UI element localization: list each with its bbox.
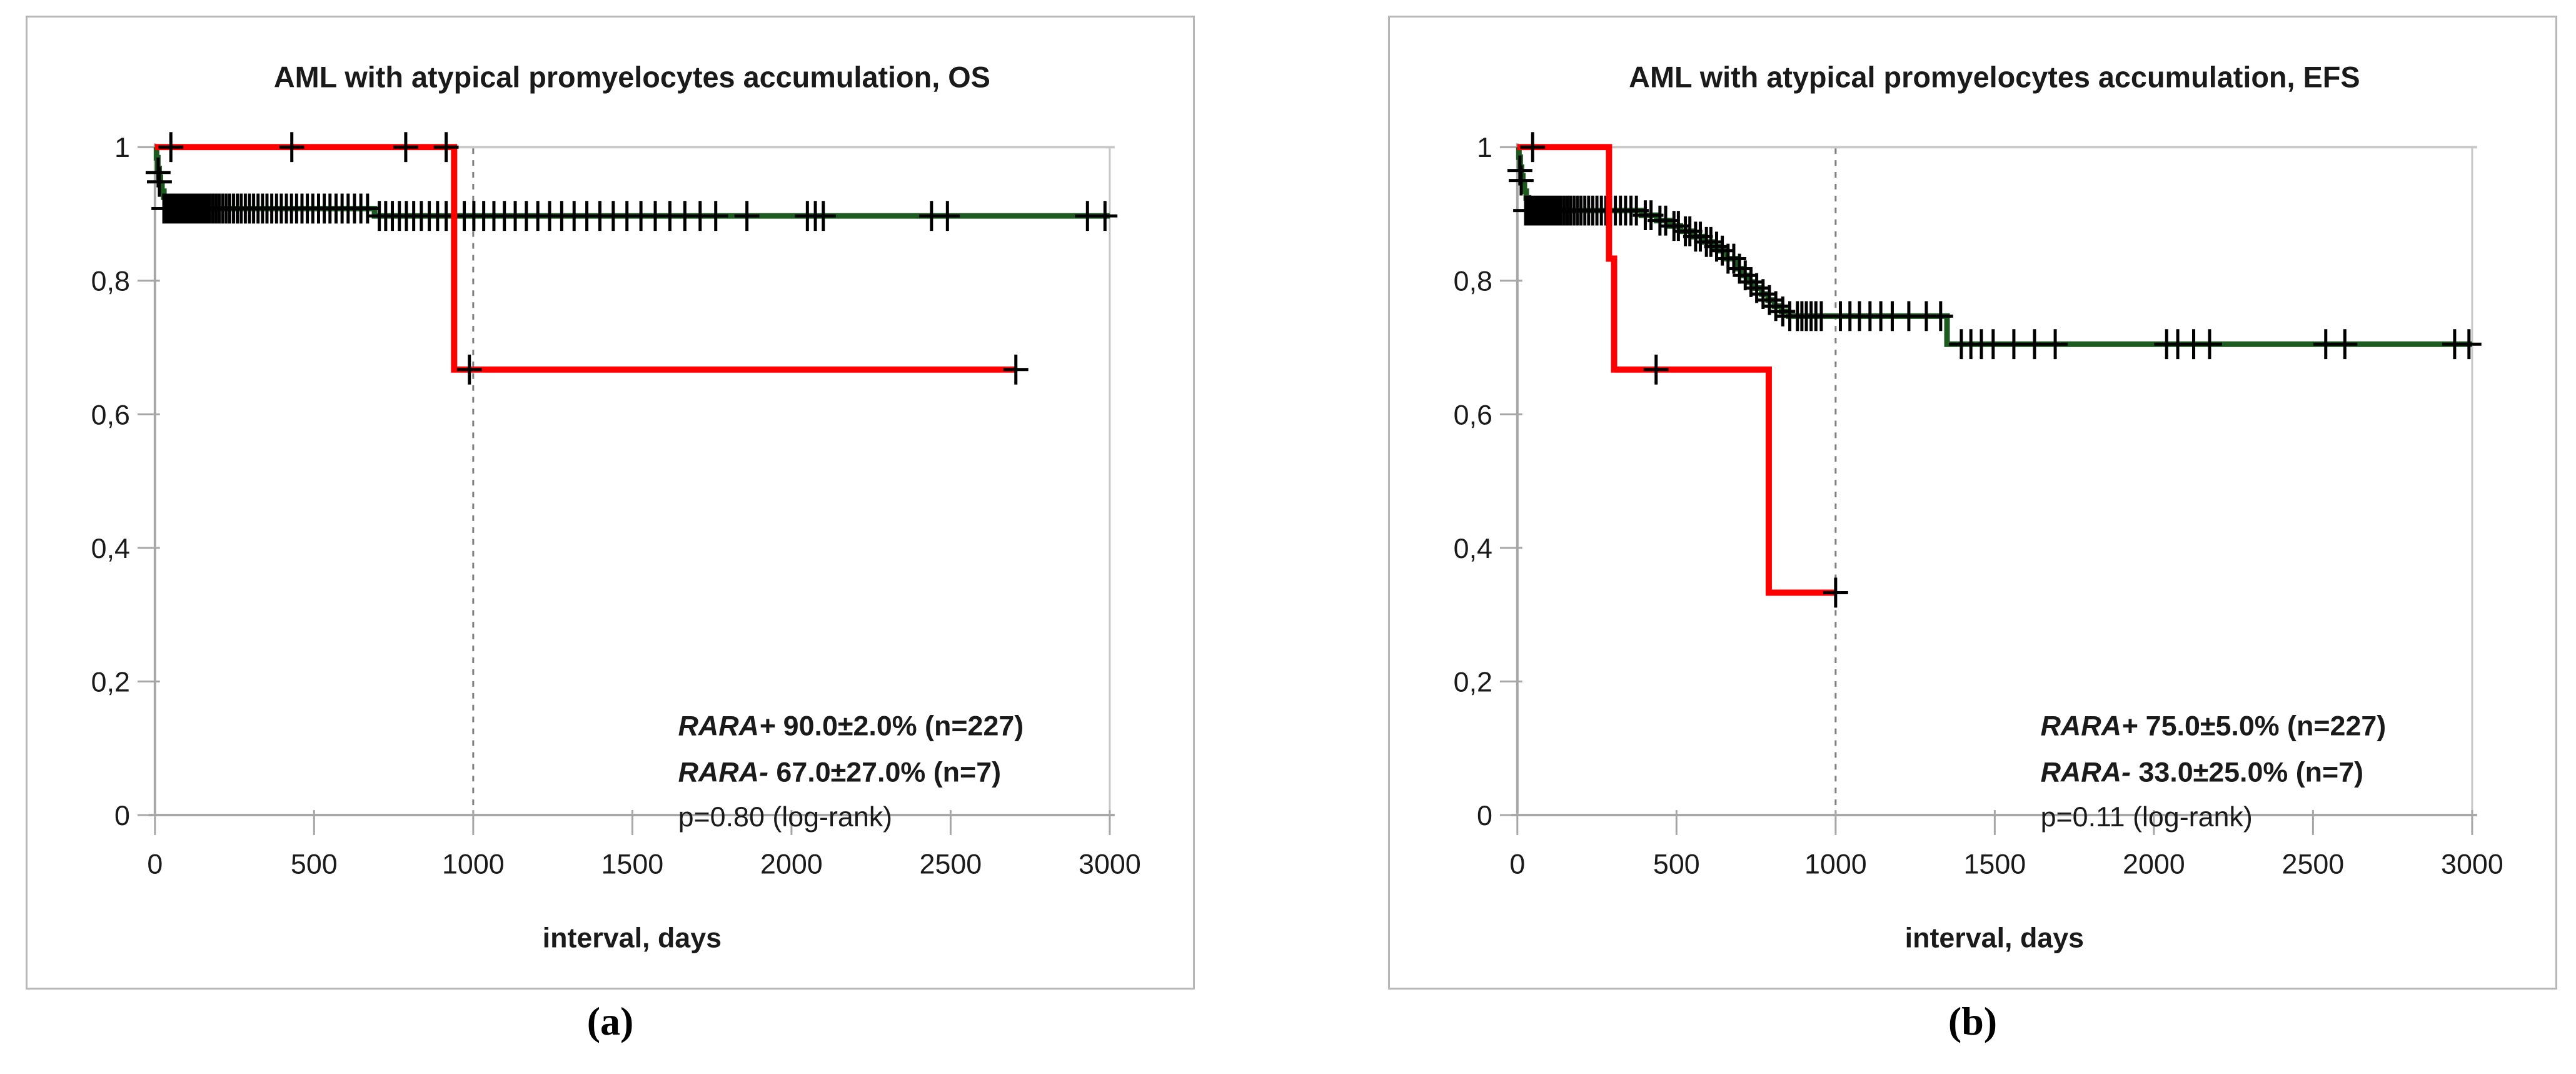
km-chart-efs: 0 500 1000 1500 2000 2500 3000 1 0,8 0,6 0,4 0,2 0 A… [1454,61,2503,954]
y-tick-label: 0,4 [1454,533,1492,564]
censor-marks-rara-minus [158,132,1029,385]
x-tick-label: 2000 [2123,849,2185,880]
x-axis-label-efs: interval, days [1905,922,2084,953]
y-tick-label: 0,8 [1454,266,1492,297]
x-tick-label: 500 [291,849,338,880]
subfigure-caption-b: (b) [1948,999,1998,1043]
legend-gene-label: RARA+ [2041,711,2138,742]
x-tick-label: 1000 [1804,849,1867,880]
legend-value: 75.0±5.0% (n=227) [2138,711,2386,742]
chart-title-os: AML with atypical promyelocytes accumula… [274,61,990,94]
plot-area-os: 0 500 1000 1500 2000 2500 3000 1 0,8 0,6 0,4 0,2 0 [91,132,1141,880]
x-tick-label: 2000 [760,849,823,880]
y-tick-label: 1 [1477,132,1492,163]
y-tick-label: 0,2 [1454,666,1492,697]
x-tick-label: 3000 [1079,849,1141,880]
km-curve-rara-minus [1517,144,1836,596]
x-tick-label: 1000 [442,849,505,880]
x-tick-label: 0 [147,849,163,880]
y-tick-label: 0 [114,800,130,831]
panel-efs: 0 500 1000 1500 2000 2500 3000 1 0,8 0,6 0,4 0,2 0 A… [1388,16,2557,990]
x-tick-label: 500 [1653,849,1700,880]
km-curve-rara-minus [154,144,1016,373]
legend-gene-label: RARA- [2041,756,2131,788]
km-curve-rara-plus [1516,144,2472,347]
y-tick-label: 0 [1477,800,1492,831]
panel-os: 0 500 1000 1500 2000 2500 3000 1 0,8 0,6 0,4 0,2 0 A… [26,16,1195,990]
y-tick-label: 1 [114,132,130,163]
censor-marks-rara-minus [1520,132,1848,608]
y-tick-label: 0,2 [91,666,130,697]
km-chart-os: 0 500 1000 1500 2000 2500 3000 1 0,8 0,6 0,4 0,2 0 A… [91,61,1141,954]
y-tick-label: 0,6 [91,399,130,430]
legend-value: 67.0±27.0% (n=7) [768,756,1001,788]
censor-marks-rara-plus [145,157,1118,231]
x-tick-label: 1500 [1964,849,2026,880]
y-tick-label: 0,6 [1454,399,1492,430]
legend-rara-minus-os: RARA- 67.0±27.0% (n=7) [678,756,1001,788]
y-tick-label: 0,8 [91,266,130,297]
legend-value: 33.0±25.0% (n=7) [2131,756,2363,788]
x-tick-label: 2500 [2282,849,2345,880]
chart-title-efs: AML with atypical promyelocytes accumula… [1629,61,2360,94]
subfigure-caption-a: (a) [586,999,634,1043]
y-tick-label: 0,4 [91,533,130,564]
legend-pvalue-efs: p=0.11 (log-rank) [2041,801,2253,833]
legend-rara-minus-efs: RARA- 33.0±25.0% (n=7) [2041,756,2363,788]
x-tick-label: 3000 [2441,849,2503,880]
x-tick-label: 1500 [601,849,664,880]
plot-area-efs: 0 500 1000 1500 2000 2500 3000 1 0,8 0,6 0,4 0,2 0 [1454,132,2503,880]
x-tick-label: 2500 [920,849,982,880]
censor-marks-rara-plus [1507,155,2482,360]
legend-gene-label: RARA+ [678,711,776,742]
legend-rara-plus-efs: RARA+ 75.0±5.0% (n=227) [2041,711,2387,742]
x-axis-label-os: interval, days [543,922,722,953]
x-tick-label: 0 [1509,849,1525,880]
legend-pvalue-os: p=0.80 (log-rank) [678,801,893,833]
km-curve-rara-plus [153,144,1110,219]
legend-rara-plus-os: RARA+ 90.0±2.0% (n=227) [678,711,1024,742]
legend-value: 90.0±2.0% (n=227) [775,711,1024,742]
legend-gene-label: RARA- [678,756,768,788]
